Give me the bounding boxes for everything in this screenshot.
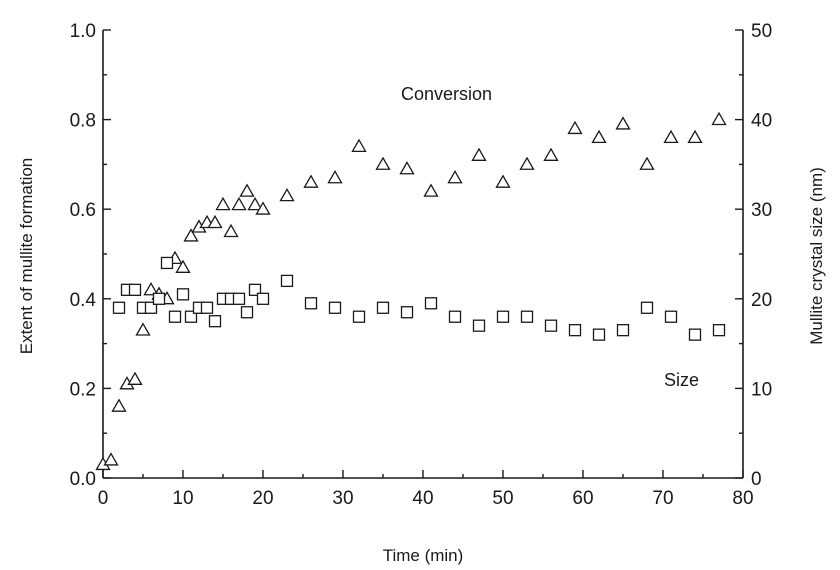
conversion-point	[423, 183, 439, 197]
size-point	[592, 328, 606, 341]
size-point	[144, 301, 158, 314]
conversion-point	[255, 201, 271, 215]
conversion-point	[615, 116, 631, 130]
size-point	[256, 292, 270, 305]
size-point	[184, 310, 198, 323]
conversion-point	[111, 398, 127, 412]
conversion-point	[127, 371, 143, 385]
size-point	[200, 301, 214, 314]
size-point	[424, 297, 438, 310]
size-point	[128, 283, 142, 296]
x-tick-label: 80	[732, 488, 753, 509]
conversion-point	[519, 156, 535, 170]
size-point	[328, 301, 342, 314]
conversion-point	[567, 120, 583, 135]
conversion-point	[247, 196, 263, 211]
size-point	[712, 324, 726, 337]
y-tick-label: 0.2	[70, 379, 96, 400]
conversion-point	[663, 129, 679, 144]
conversion-point	[103, 452, 119, 466]
x-tick-label: 0	[98, 488, 109, 509]
x-tick-label: 50	[492, 488, 513, 509]
y2-tick-label: 30	[751, 200, 772, 221]
conversion-point	[471, 147, 487, 161]
x-tick-label: 60	[572, 488, 593, 509]
x-tick-label: 40	[412, 488, 433, 509]
conversion-point	[143, 282, 159, 296]
size-point	[304, 297, 318, 310]
size-point	[496, 310, 510, 323]
y-tick-label: 0.6	[70, 200, 96, 221]
series-size	[112, 256, 726, 341]
y-tick-label: 0.8	[70, 111, 96, 132]
size-point	[376, 301, 390, 314]
size-point	[472, 319, 486, 332]
x-tick-label: 70	[652, 488, 673, 509]
conversion-point	[399, 161, 415, 175]
annotation-conversion: Conversion	[401, 84, 492, 104]
size-point	[400, 306, 414, 319]
series-conversion	[95, 111, 727, 471]
conversion-point	[223, 223, 239, 238]
y2-tick-label: 10	[751, 379, 772, 400]
y-tick-label: 0.4	[70, 290, 97, 311]
right-y-axis-title: Mullite crystal size (nm)	[807, 167, 826, 345]
annotation-size: Size	[664, 370, 699, 390]
y-tick-label: 0.0	[70, 469, 96, 490]
x-tick-label: 20	[252, 488, 273, 509]
conversion-point	[183, 228, 199, 242]
conversion-point	[215, 196, 231, 211]
size-point	[664, 310, 678, 323]
size-point	[208, 315, 222, 328]
size-point	[232, 292, 246, 305]
left-y-axis-title: Extent of mullite formation	[17, 158, 36, 355]
conversion-point	[135, 322, 151, 336]
ticks: 0 10 20 30 40 50 60 70 80 0.0 0.2 0.4 0.6 0.8 1.0 0 10 20…	[70, 21, 773, 509]
conversion-point	[279, 187, 295, 202]
size-point	[160, 256, 174, 270]
conversion-point	[543, 147, 559, 161]
y2-tick-label: 0	[751, 469, 762, 490]
y2-tick-label: 20	[751, 290, 772, 311]
x-tick-label: 30	[332, 488, 353, 509]
size-point	[176, 288, 190, 301]
x-tick-label: 10	[172, 488, 193, 509]
size-point	[616, 324, 630, 337]
size-point	[168, 310, 182, 323]
y2-tick-label: 50	[751, 21, 772, 42]
size-point	[248, 283, 262, 296]
conversion-point	[495, 174, 511, 188]
size-point	[152, 292, 166, 305]
conversion-point	[239, 183, 255, 197]
conversion-point	[375, 156, 391, 170]
conversion-point	[711, 111, 727, 126]
size-point	[544, 319, 558, 332]
conversion-point	[639, 156, 655, 170]
size-point	[688, 328, 702, 341]
size-point	[352, 310, 366, 323]
conversion-point	[231, 196, 247, 211]
size-point	[520, 310, 534, 323]
conversion-point	[303, 174, 319, 188]
x-axis-title: Time (min)	[383, 546, 464, 565]
y-tick-label: 1.0	[70, 21, 96, 42]
size-point	[448, 310, 462, 323]
conversion-point	[351, 138, 367, 153]
conversion-point	[591, 129, 607, 144]
conversion-point	[327, 170, 343, 184]
conversion-point	[447, 170, 463, 184]
size-point	[240, 306, 254, 319]
size-point	[112, 301, 126, 314]
size-point	[640, 301, 654, 314]
size-point	[568, 324, 582, 337]
y2-tick-label: 40	[751, 111, 772, 132]
conversion-point	[175, 259, 191, 273]
conversion-point	[207, 214, 223, 229]
conversion-point	[687, 129, 703, 144]
size-point	[280, 274, 294, 288]
